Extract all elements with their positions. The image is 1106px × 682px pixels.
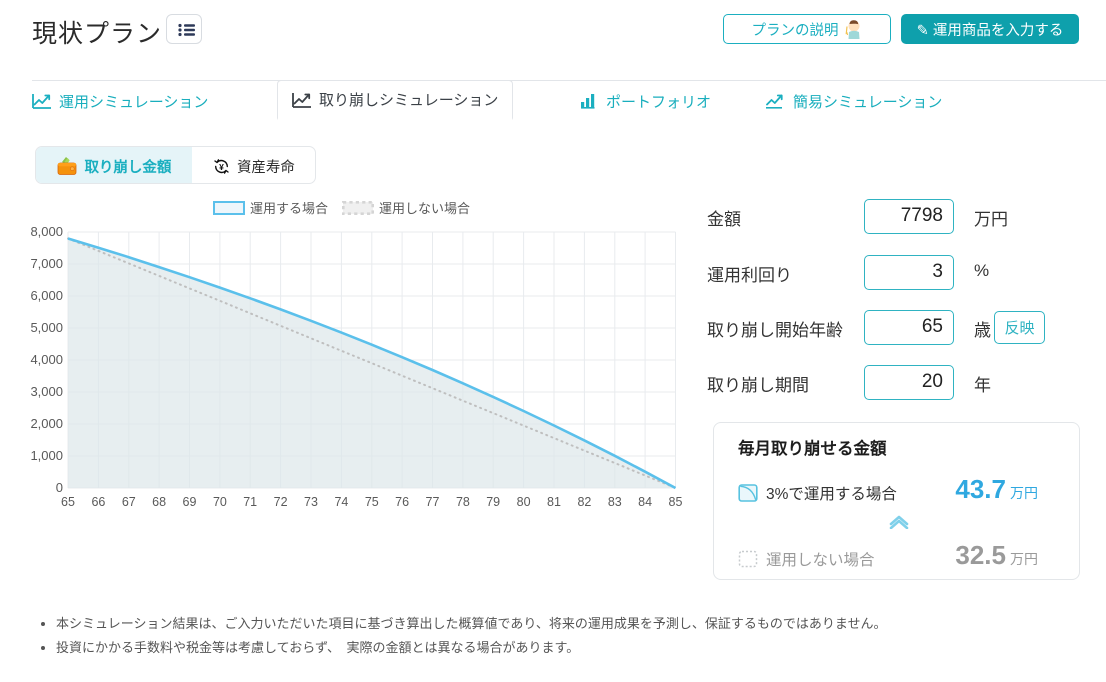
svg-text:5,000: 5,000 (30, 320, 63, 335)
svg-text:75: 75 (365, 495, 379, 509)
svg-text:65: 65 (61, 495, 75, 509)
svg-text:68: 68 (152, 495, 166, 509)
svg-text:74: 74 (334, 495, 348, 509)
svg-text:69: 69 (183, 495, 197, 509)
svg-text:82: 82 (577, 495, 591, 509)
svg-text:67: 67 (122, 495, 136, 509)
svg-text:78: 78 (456, 495, 470, 509)
svg-text:66: 66 (91, 495, 105, 509)
svg-text:76: 76 (395, 495, 409, 509)
svg-text:77: 77 (426, 495, 440, 509)
svg-text:80: 80 (517, 495, 531, 509)
svg-text:2,000: 2,000 (30, 416, 63, 431)
svg-text:72: 72 (274, 495, 288, 509)
svg-text:0: 0 (56, 480, 63, 495)
svg-text:73: 73 (304, 495, 318, 509)
svg-text:1,000: 1,000 (30, 448, 63, 463)
svg-text:6,000: 6,000 (30, 288, 63, 303)
svg-text:85: 85 (669, 495, 683, 509)
svg-text:71: 71 (243, 495, 257, 509)
svg-text:84: 84 (638, 495, 652, 509)
svg-text:83: 83 (608, 495, 622, 509)
svg-text:4,000: 4,000 (30, 352, 63, 367)
svg-text:8,000: 8,000 (30, 224, 63, 239)
svg-text:70: 70 (213, 495, 227, 509)
svg-text:79: 79 (486, 495, 500, 509)
svg-text:¥: ¥ (219, 162, 224, 172)
svg-text:81: 81 (547, 495, 561, 509)
svg-text:3,000: 3,000 (30, 384, 63, 399)
svg-text:7,000: 7,000 (30, 256, 63, 271)
